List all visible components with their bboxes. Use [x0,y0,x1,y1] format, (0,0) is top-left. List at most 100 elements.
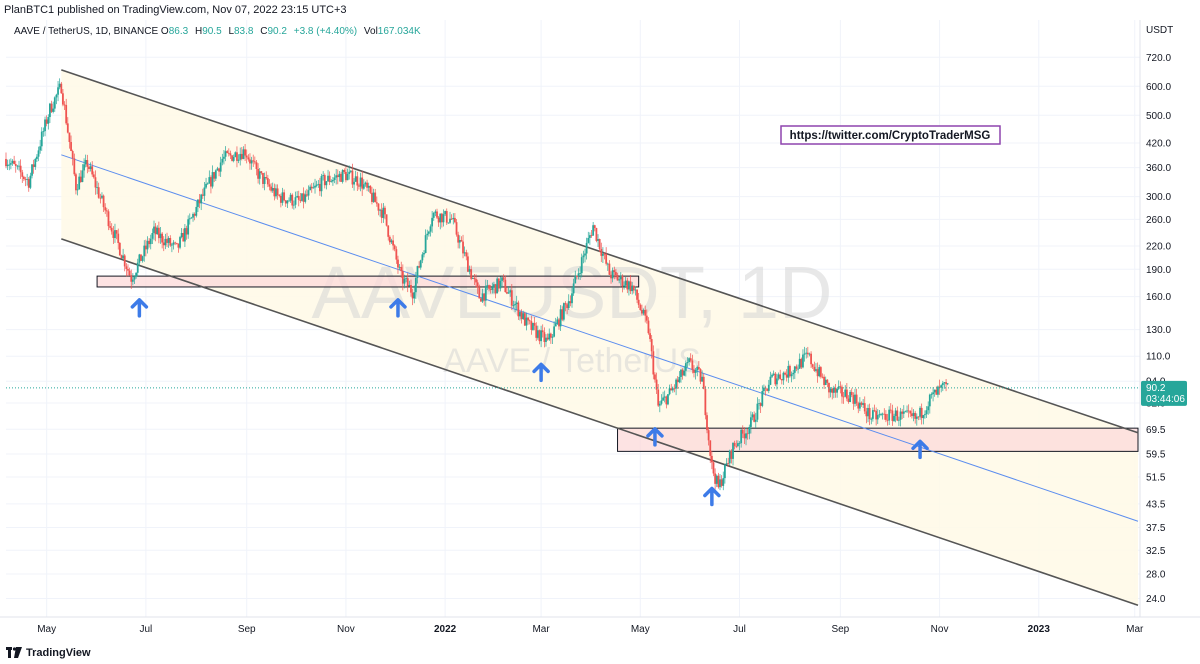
candle-body [878,414,881,416]
candle-body [144,245,147,250]
candle-body [283,192,286,201]
bounce-arrows[interactable] [130,298,929,507]
candle-body [369,185,372,193]
candle-body [364,182,367,185]
candle-body [502,277,505,280]
candle-body [340,173,342,182]
candle-body [76,189,79,191]
candle-body [689,358,692,361]
twitter-link-text[interactable]: https://twitter.com/CryptoTraderMSG [790,130,991,142]
candle-body [554,323,557,327]
price-axis[interactable]: 720.0 600.0 500.0 420.0 360.0 300.0 260.0 220.0… [1146,53,1171,605]
candle-body [224,151,227,157]
candle-body [691,360,694,370]
candle-body [253,161,256,163]
candle-body [545,337,547,342]
candle-body [193,213,196,216]
candle-body [78,176,81,190]
candle-body [332,180,334,182]
candle-body [36,156,38,159]
candle-body [493,284,495,288]
candle-body [70,142,72,152]
close-key: C [260,26,268,37]
candle-body [489,288,492,290]
candle-body [842,396,845,398]
candle-body [832,387,835,393]
candle-body [722,478,725,486]
candle-body [467,256,469,272]
candle-body [34,158,37,167]
candle-body [631,285,634,292]
candle-body [478,287,481,299]
time-tick-label: Nov [337,624,355,635]
candle-body [68,132,71,143]
candle-body [845,389,848,399]
candle-body [447,222,450,224]
candle-body [468,269,471,272]
candle-body [257,169,259,179]
candle-body [107,211,110,227]
up-arrow-icon [703,486,721,507]
candle-body [345,171,347,181]
candle-body [935,389,938,395]
candle-body [871,410,874,419]
candle-body [655,379,658,390]
candle-body [305,194,308,196]
candle-body [240,153,243,159]
candle-body [834,387,837,393]
candle-body [912,412,915,417]
candle-body [815,369,817,371]
candle-body [532,322,534,330]
candle-body [774,373,777,385]
candle-body [510,290,513,306]
candle-body [579,273,582,274]
candle-body [675,379,677,389]
candle-body [304,194,307,202]
candle-body [610,274,612,279]
candle-body [927,406,930,411]
candle-body [697,367,700,370]
candle-body [694,370,697,373]
candle-body [710,455,713,463]
candle-body [558,319,560,327]
candle-body [507,292,510,294]
twitter-link-annotation[interactable]: https://twitter.com/CryptoTraderMSG [780,125,1001,145]
candle-body [343,170,346,172]
candle-body [504,279,507,293]
candle-body [60,83,63,94]
candle-body [551,336,554,338]
candle-body [86,160,89,167]
candle-body [727,463,730,464]
candle-body [234,152,237,157]
candle-body [761,391,764,406]
candle-body [154,226,157,235]
up-arrow-icon [130,298,149,318]
candle-body [810,353,812,365]
candle-body [701,376,704,382]
low-value: 83.8 [234,26,254,37]
candle-body [237,159,240,161]
last-price-tag-bg [1141,380,1187,406]
time-axis[interactable]: May Jul Sep Nov 2022 Mar May Jul Sep Nov 2023 Mar [37,624,1144,635]
candle-body [549,333,552,338]
time-tick-label: Sep [238,624,256,635]
candle-body [8,164,11,166]
candle-body [914,412,917,419]
candle-body [776,378,778,385]
candle-body [538,330,541,342]
candle-body [779,374,782,380]
candle-body [429,226,432,232]
candle-body [455,222,458,235]
candle-body [418,266,421,268]
candle-body [190,217,193,219]
candle-body [883,413,886,415]
candle-body [730,450,733,459]
candle-body [218,168,220,172]
candle-body [536,330,539,338]
candle-body [850,392,853,396]
candle-body [886,419,889,421]
candle-body [533,322,536,326]
time-tick-label: 2022 [434,624,457,635]
candle-body [159,233,162,239]
